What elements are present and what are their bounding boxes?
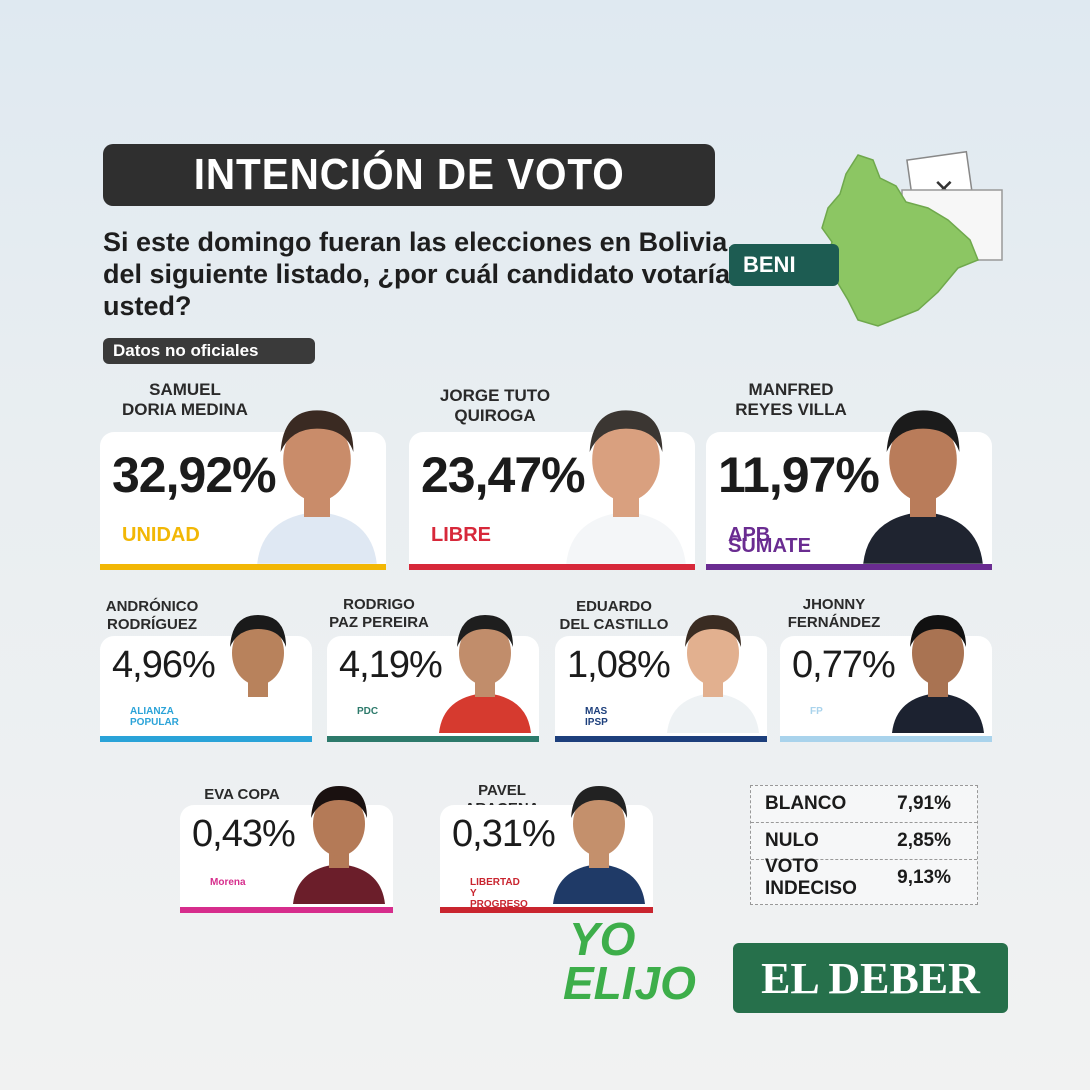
candidate-name: EDUARDO DEL CASTILLO bbox=[559, 598, 669, 633]
candidate-name: ANDRÓNICO RODRÍGUEZ bbox=[105, 598, 199, 633]
party-logo: UNIDAD bbox=[122, 524, 200, 546]
party-logo: MAS IPSP bbox=[585, 706, 608, 728]
vote-percentage: 11,97% bbox=[718, 447, 880, 503]
vote-percentage: 0,31% bbox=[452, 813, 556, 855]
title-bar: INTENCIÓN DE VOTO bbox=[103, 144, 715, 206]
candidate-photo bbox=[293, 786, 385, 904]
candidate-photo bbox=[212, 615, 304, 733]
party-color-band bbox=[555, 736, 767, 742]
candidate-name: JHONNY FERNÁNDEZ bbox=[787, 596, 881, 631]
vote-percentage: 4,96% bbox=[112, 644, 216, 686]
candidate-photo bbox=[863, 410, 983, 564]
vote-percentage: 0,43% bbox=[192, 813, 296, 855]
party-logo: APB SÚMATE bbox=[728, 524, 811, 557]
candidate-name: MANFRED REYES VILLA bbox=[735, 380, 847, 419]
party-color-band bbox=[100, 736, 312, 742]
other-votes-table: BLANCO 7,91% NULO 2,85% VOTO INDECISO 9,… bbox=[750, 785, 978, 905]
disclaimer-badge: Datos no oficiales bbox=[103, 338, 315, 364]
candidate-name: EVA COPA bbox=[204, 786, 280, 803]
survey-question: Si este domingo fueran las elecciones en… bbox=[103, 227, 735, 321]
table-row: BLANCO 7,91% bbox=[751, 786, 977, 823]
party-color-band bbox=[327, 736, 539, 742]
party-color-band bbox=[706, 564, 992, 570]
candidate-name: JORGE TUTO QUIROGA bbox=[439, 386, 551, 425]
candidate-name: SAMUEL DORIA MEDINA bbox=[122, 380, 248, 419]
el-deber-logo: EL DEBER bbox=[733, 943, 1008, 1013]
party-logo: ALIANZA POPULAR bbox=[130, 706, 179, 728]
vote-percentage: 1,08% bbox=[567, 644, 671, 686]
party-logo: LIBERTAD Y PROGRESO bbox=[470, 877, 528, 910]
party-color-band bbox=[440, 907, 653, 913]
vote-percentage: 4,19% bbox=[339, 644, 443, 686]
page-title: INTENCIÓN DE VOTO bbox=[193, 150, 625, 199]
vote-percentage: 32,92% bbox=[112, 447, 277, 503]
table-row: NULO 2,85% bbox=[751, 823, 977, 860]
vote-percentage: 0,77% bbox=[792, 644, 896, 686]
party-logo: LIBRE bbox=[431, 524, 491, 546]
region-label: BENI bbox=[729, 244, 839, 286]
candidate-photo bbox=[257, 410, 377, 564]
party-color-band bbox=[780, 736, 992, 742]
party-logo: PDC bbox=[357, 706, 379, 717]
candidate-photo bbox=[667, 615, 759, 733]
candidate-photo bbox=[439, 615, 531, 733]
candidate-name: RODRIGO PAZ PEREIRA bbox=[329, 596, 429, 631]
vote-percentage: 23,47% bbox=[421, 447, 586, 503]
party-color-band bbox=[409, 564, 695, 570]
table-row: VOTO INDECISO 9,13% bbox=[765, 856, 951, 899]
candidate-photo bbox=[892, 615, 984, 733]
candidate-photo bbox=[566, 410, 686, 564]
party-color-band bbox=[100, 564, 386, 570]
party-color-band bbox=[180, 907, 393, 913]
beni-map-icon: ✕ bbox=[821, 150, 1003, 327]
party-logo: FP bbox=[810, 706, 823, 717]
candidate-photo bbox=[553, 786, 645, 904]
party-logo: Morena bbox=[210, 877, 246, 888]
